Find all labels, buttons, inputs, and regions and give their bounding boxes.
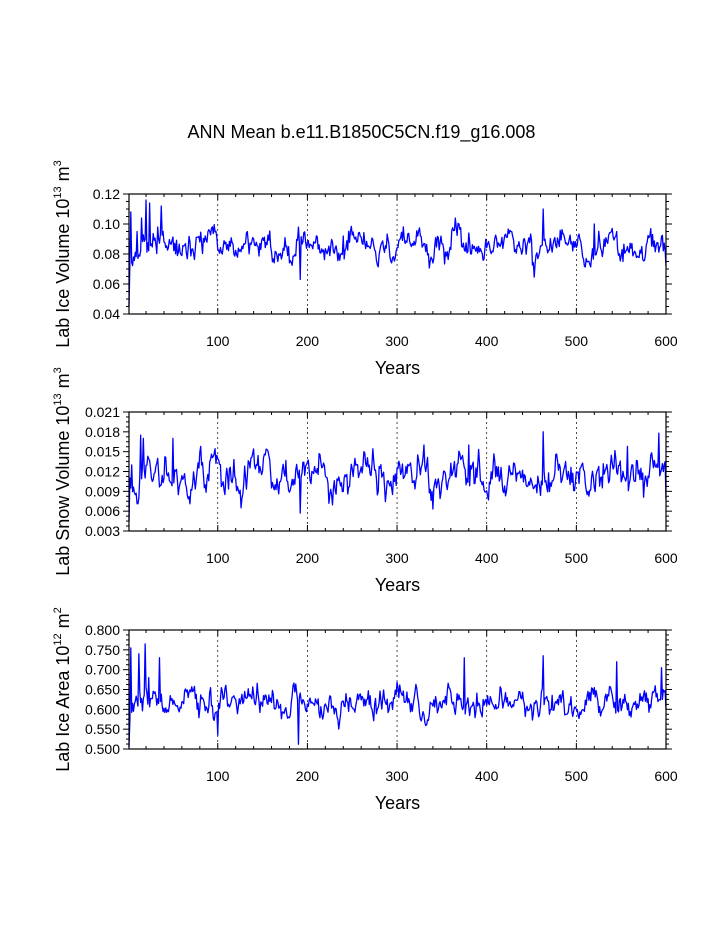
y-tick-label: 0.04 <box>93 306 120 322</box>
y-tick-label: 0.650 <box>85 682 120 698</box>
x-axis-label: Years <box>375 575 420 595</box>
series-line-3 <box>128 643 667 748</box>
y-tick-label: 0.003 <box>85 523 120 539</box>
y-tick-label: 0.018 <box>85 424 120 440</box>
chart-panel-1: 100 200 300 400 500 600 0.04 0.06 0.08 0.10 0.12 Ye… <box>52 160 678 378</box>
y-tick-label: 0.550 <box>85 721 120 737</box>
chart-panel-3: 100 200 300 400 500 600 0.500 0.550 0.600 0.650 0.… <box>52 607 678 813</box>
series-line-1 <box>128 199 667 307</box>
x-tick-label-400: 400 <box>475 550 499 566</box>
x-tick-label-300: 300 <box>385 333 409 349</box>
x-tick-label-100: 100 <box>206 550 230 566</box>
x-tick-label-100: 100 <box>206 333 230 349</box>
x-tick-label-200: 200 <box>296 550 320 566</box>
x-tick-label-600: 600 <box>654 333 678 349</box>
y-axis-label: Lab Ice Area 1012 m2 <box>52 607 73 771</box>
x-tick-label-600: 600 <box>654 550 678 566</box>
figure-title: ANN Mean b.e11.B1850C5CN.f19_g16.008 <box>187 122 536 142</box>
x-tick-label-200: 200 <box>296 768 320 784</box>
x-tick-label-400: 400 <box>475 768 499 784</box>
y-tick-label: 0.015 <box>85 444 120 460</box>
y-tick-label: 0.10 <box>93 216 120 232</box>
y-tick-label: 0.06 <box>93 276 120 292</box>
y-tick-label: 0.750 <box>85 642 120 658</box>
y-tick-label: 0.012 <box>85 464 120 480</box>
x-axis-label: Years <box>375 358 420 378</box>
x-tick-label-600: 600 <box>654 768 678 784</box>
x-tick-label-300: 300 <box>385 768 409 784</box>
y-tick-label: 0.021 <box>85 404 120 420</box>
y-tick-label: 0.600 <box>85 701 120 717</box>
x-tick-label-200: 200 <box>296 333 320 349</box>
y-tick-label: 0.009 <box>85 483 120 499</box>
x-axis-label: Years <box>375 793 420 813</box>
y-tick-label: 0.500 <box>85 741 120 757</box>
plot-frame <box>128 193 667 315</box>
x-tick-label-500: 500 <box>565 550 589 566</box>
series-line-2 <box>128 431 667 522</box>
y-tick-label: 0.006 <box>85 503 120 519</box>
x-tick-label-400: 400 <box>475 333 499 349</box>
y-tick-label: 0.12 <box>93 186 120 202</box>
x-tick-label-500: 500 <box>565 768 589 784</box>
chart-panel-2: 100 200 300 400 500 600 0.003 0.006 0.009 0.012 0.… <box>52 367 678 595</box>
x-tick-label-100: 100 <box>206 768 230 784</box>
y-axis-label: Lab Ice Volume 1013 m3 <box>52 160 73 347</box>
y-tick-label: 0.08 <box>93 246 120 262</box>
y-tick-label: 0.700 <box>85 662 120 678</box>
y-tick-label: 0.800 <box>85 622 120 638</box>
x-tick-label-300: 300 <box>385 550 409 566</box>
y-axis-label: Lab Snow Volume 1013 m3 <box>52 367 73 576</box>
x-tick-label-500: 500 <box>565 333 589 349</box>
